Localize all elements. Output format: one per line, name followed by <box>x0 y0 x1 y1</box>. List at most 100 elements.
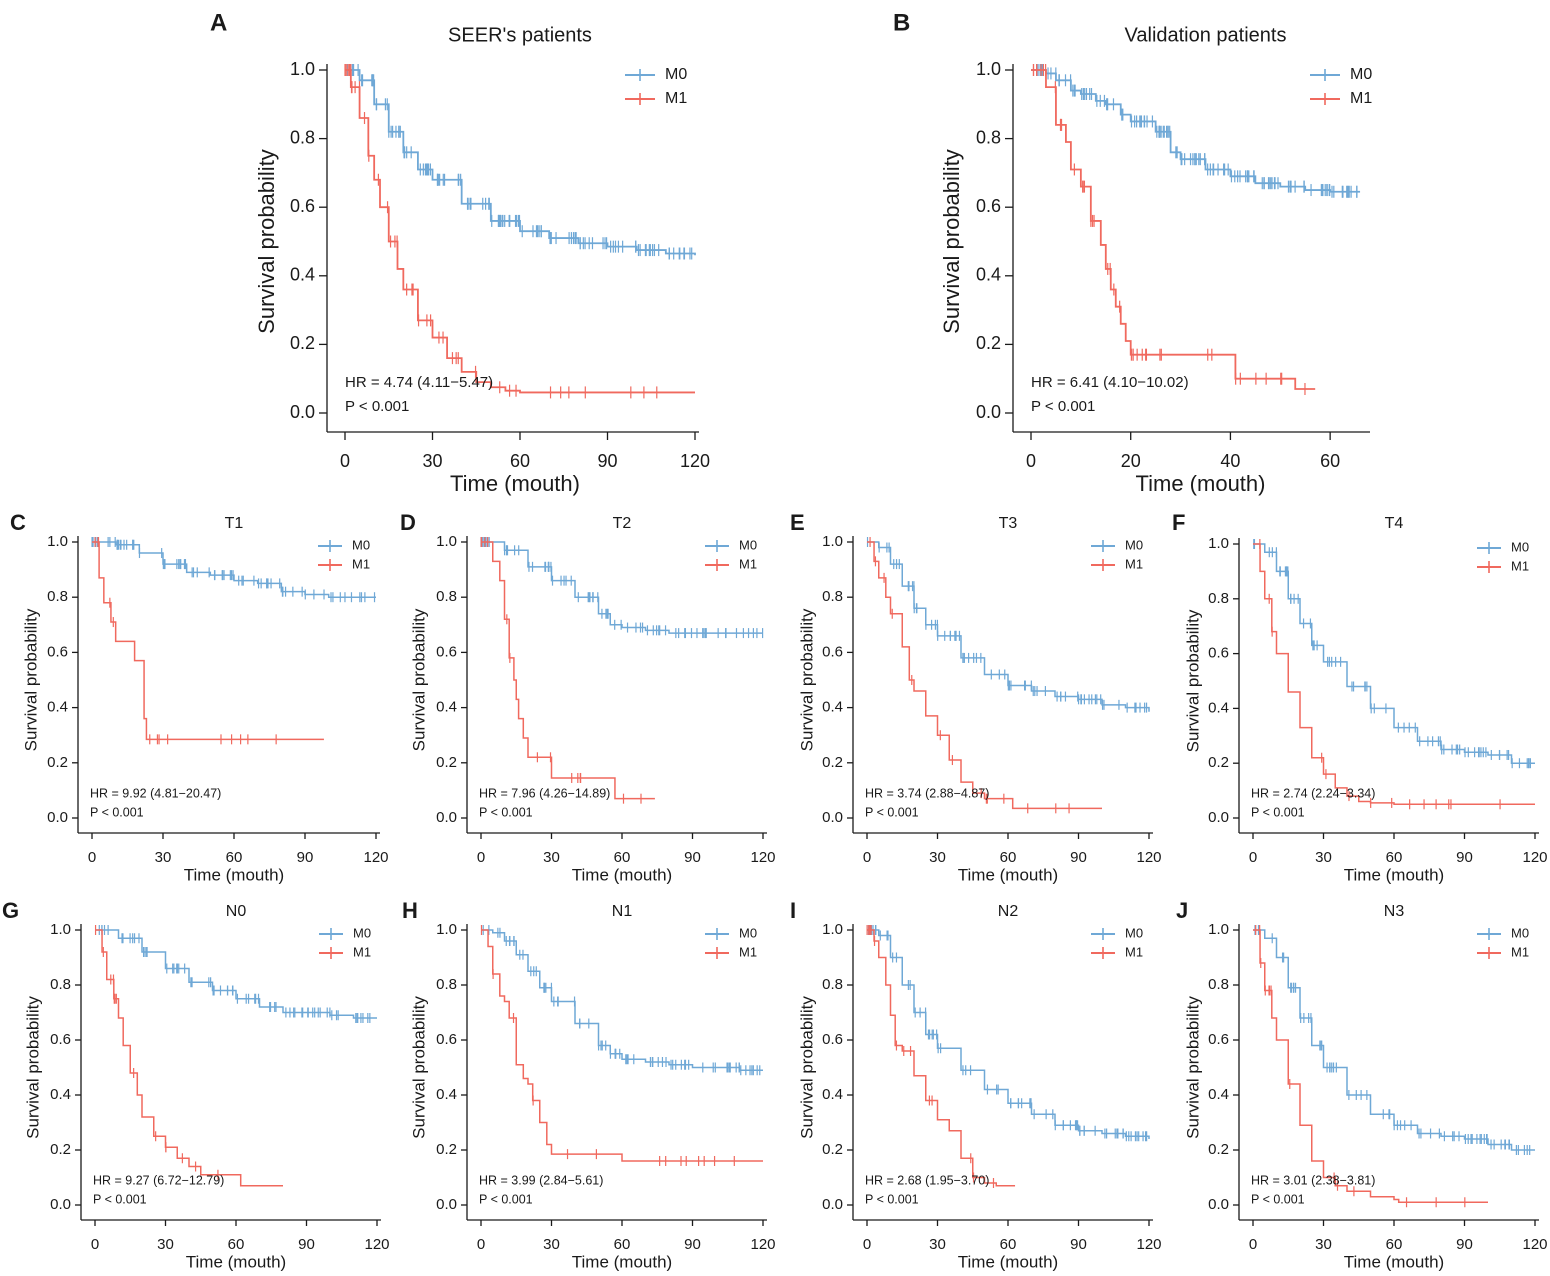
legend-label-m0: M0 <box>1350 66 1372 83</box>
x-tick-label: 120 <box>363 849 388 866</box>
y-tick-label: 1.0 <box>47 533 68 550</box>
survival-curve-m0 <box>1253 543 1535 764</box>
km-panel-g: G N0 0.0 0.2 0.4 0.6 0.8 1.0 0 30 60 90 120 Time (mou… <box>2 898 390 1272</box>
plot-title: T3 <box>999 515 1018 532</box>
y-tick-label: 0.6 <box>822 1031 843 1048</box>
x-tick-label: 30 <box>543 1236 560 1253</box>
legend-label-m1: M1 <box>739 556 757 571</box>
x-axis-label: Time (mouth) <box>184 865 284 884</box>
y-tick-label: 0.2 <box>976 333 1001 353</box>
survival-curve-m1 <box>1031 69 1316 390</box>
y-tick-label: 0.2 <box>1208 754 1229 771</box>
km-panel-d: D T2 0.0 0.2 0.4 0.6 0.8 1.0 0 30 60 90 120 Time (mou… <box>400 510 776 885</box>
y-tick-label: 0.8 <box>50 976 71 993</box>
x-tick-label: 0 <box>91 1236 99 1253</box>
x-axis-label: Time (mouth) <box>1344 865 1444 884</box>
x-tick-label: 30 <box>929 1236 946 1253</box>
y-tick-label: 0.4 <box>436 699 457 716</box>
survival-curve-m0 <box>867 541 1150 712</box>
x-tick-label: 30 <box>543 849 560 866</box>
y-axis-label: Survival probability <box>409 996 428 1139</box>
y-tick-label: 0.0 <box>290 402 315 422</box>
y-axis-label: Survival probability <box>23 996 42 1139</box>
x-axis-label: Time (mouth) <box>572 1252 672 1271</box>
x-tick-label: 60 <box>1000 1236 1017 1253</box>
y-tick-label: 1.0 <box>976 59 1001 79</box>
x-tick-label: 120 <box>364 1236 389 1253</box>
x-tick-label: 120 <box>1136 1236 1161 1253</box>
x-tick-label: 90 <box>684 849 701 866</box>
x-tick-label: 0 <box>863 1236 871 1253</box>
x-tick-label: 30 <box>1315 1236 1332 1253</box>
p-value-text: P < 0.001 <box>345 398 409 415</box>
y-tick-label: 0.0 <box>436 1196 457 1213</box>
survival-curve-m0 <box>92 541 376 598</box>
y-axis-label: Survival probability <box>797 996 816 1139</box>
legend-label-m0: M0 <box>352 537 370 552</box>
y-tick-label: 0.8 <box>1208 976 1229 993</box>
p-value-text: P < 0.001 <box>1031 398 1095 415</box>
plot-title: T4 <box>1385 515 1404 532</box>
survival-curve-m0 <box>481 541 763 634</box>
legend-label-m1: M1 <box>353 944 371 959</box>
plot-title: N2 <box>998 903 1019 920</box>
x-tick-label: 30 <box>422 451 442 471</box>
y-tick-label: 0.0 <box>436 809 457 826</box>
x-tick-label: 0 <box>88 849 96 866</box>
x-tick-label: 120 <box>750 1236 775 1253</box>
x-tick-label: 60 <box>1386 849 1403 866</box>
y-axis-label: Survival probability <box>254 149 279 334</box>
y-tick-label: 0.8 <box>1208 590 1229 607</box>
x-axis-label: Time (mouth) <box>186 1252 286 1271</box>
legend-label-m1: M1 <box>1511 558 1529 573</box>
km-panel-h: H N1 0.0 0.2 0.4 0.6 0.8 1.0 0 30 60 90 120 Time (mou… <box>402 898 776 1272</box>
km-panel-i: I N2 0.0 0.2 0.4 0.6 0.8 1.0 0 30 60 90 120 Time (mou… <box>790 898 1162 1272</box>
legend-label-m1: M1 <box>1350 90 1372 107</box>
panel-letter: C <box>10 510 26 535</box>
y-tick-label: 1.0 <box>822 921 843 938</box>
legend-label-m1: M1 <box>1511 944 1529 959</box>
x-tick-label: 30 <box>155 849 172 866</box>
x-axis-label: Time (mouth) <box>572 865 672 884</box>
x-tick-label: 20 <box>1121 451 1141 471</box>
survival-curve-m1 <box>481 541 655 800</box>
km-panel-b: B Validation patients 0.0 0.2 0.4 0.6 0.8 1.0 0 2… <box>893 9 1372 495</box>
hazard-ratio-text: HR = 3.99 (2.84−5.61) <box>479 1173 603 1187</box>
y-tick-label: 0.0 <box>822 1196 843 1213</box>
y-tick-label: 0.6 <box>976 196 1001 216</box>
x-tick-label: 0 <box>340 451 350 471</box>
legend-label-m0: M0 <box>739 537 757 552</box>
y-axis-label: Survival probability <box>1183 609 1202 752</box>
km-panel-c: C T1 0.0 0.2 0.4 0.6 0.8 1.0 0 30 60 90 120 Time (mou… <box>10 510 389 885</box>
hazard-ratio-text: HR = 3.01 (2.38−3.81) <box>1251 1173 1375 1187</box>
y-tick-label: 0.2 <box>290 333 315 353</box>
x-tick-label: 120 <box>1136 849 1161 866</box>
x-tick-label: 120 <box>750 849 775 866</box>
panel-letter: F <box>1172 510 1185 535</box>
y-tick-label: 0.4 <box>47 699 68 716</box>
x-tick-label: 60 <box>1000 849 1017 866</box>
x-axis-label: Time (mouth) <box>1136 471 1266 496</box>
y-tick-label: 0.6 <box>50 1031 71 1048</box>
x-tick-label: 90 <box>597 451 617 471</box>
x-tick-label: 0 <box>1249 1236 1257 1253</box>
y-tick-label: 0.6 <box>47 643 68 660</box>
survival-curve-m0 <box>1031 69 1361 193</box>
y-tick-label: 1.0 <box>1208 535 1229 552</box>
y-tick-label: 0.8 <box>976 127 1001 147</box>
y-tick-label: 0.4 <box>822 1086 843 1103</box>
x-tick-label: 60 <box>1386 1236 1403 1253</box>
legend-label-m1: M1 <box>739 944 757 959</box>
legend-label-m1: M1 <box>352 556 370 571</box>
y-tick-label: 0.2 <box>822 1141 843 1158</box>
x-axis-label: Time (mouth) <box>1344 1252 1444 1271</box>
panel-letter: I <box>790 898 796 923</box>
x-tick-label: 90 <box>297 849 314 866</box>
survival-curve-m1 <box>345 69 695 394</box>
survival-curve-m1 <box>92 541 324 741</box>
y-tick-label: 0.4 <box>976 265 1001 285</box>
p-value-text: P < 0.001 <box>865 805 919 819</box>
x-tick-label: 90 <box>1070 1236 1087 1253</box>
legend-label-m0: M0 <box>1511 539 1529 554</box>
